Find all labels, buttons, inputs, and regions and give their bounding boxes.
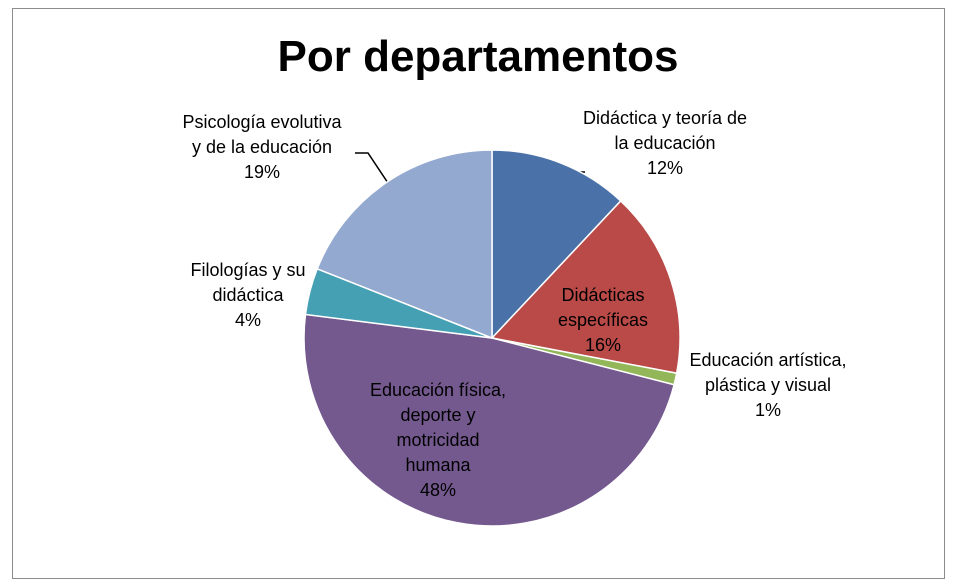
slice-value: 16% [584,335,622,355]
slice-value: 19% [243,162,281,182]
pie-slice [490,199,681,375]
leader-line [355,152,389,184]
slices [303,149,681,527]
slice-name: Educación física, deporte y motricidad h… [369,380,507,475]
data-label: Educación física, deporte y motricidad h… [363,378,513,503]
data-label: Didácticas específicas 16% [543,283,663,358]
slice-name: Didácticas específicas [557,285,649,330]
pie-slice [316,149,493,340]
slice-value: 48% [419,480,457,500]
slice-value: 4% [234,310,261,330]
chart-title: Por departamentos [277,32,679,81]
data-label: Filologías y su didáctica 4% [168,258,328,333]
data-label: Didáctica y teoría de la educación 12% [575,106,755,181]
slice-value: 12% [646,158,684,178]
pie-slice [303,313,676,527]
data-label: Psicología evolutiva y de la educación 19… [182,110,342,185]
slice-name: Educación artística, plástica y visual [689,350,847,395]
slice-value: 1% [754,400,781,420]
slice-name: Didáctica y teoría de la educación [582,108,748,153]
pie-slice [491,149,622,340]
slice-name: Psicología evolutiva y de la educación [182,112,342,157]
slice-name: Filologías y su didáctica [190,260,306,305]
data-label: Educación artística, plástica y visual 1% [676,348,861,423]
